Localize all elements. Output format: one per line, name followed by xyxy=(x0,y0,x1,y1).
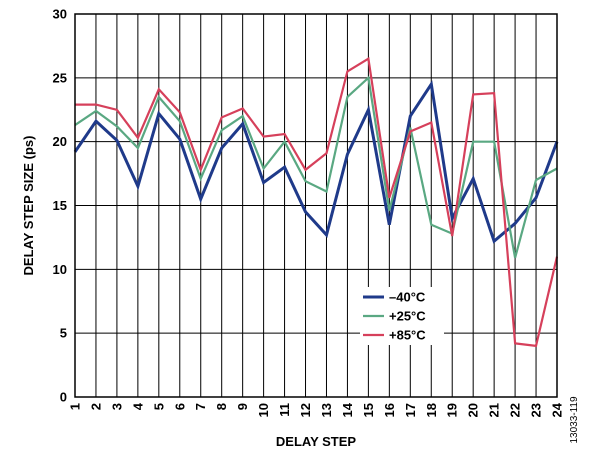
x-tick-label: 16 xyxy=(382,403,397,417)
x-tick-label: 23 xyxy=(529,403,544,417)
figure-id-label: 13033-119 xyxy=(569,396,580,444)
x-tick-label: 14 xyxy=(340,402,355,417)
y-tick-labels: 0 5 10 15 20 25 30 xyxy=(53,7,67,405)
x-tick-label: 1 xyxy=(68,403,83,410)
legend-label: +25°C xyxy=(389,309,426,324)
gridlines xyxy=(74,13,558,398)
x-tick-label: 24 xyxy=(550,402,565,417)
y-tick-label: 20 xyxy=(53,134,67,149)
x-tick-label: 5 xyxy=(151,403,166,410)
x-tick-label: 6 xyxy=(172,403,187,410)
x-tick-label: 10 xyxy=(256,403,271,417)
x-tick-label: 4 xyxy=(130,402,145,410)
y-tick-label: 15 xyxy=(53,198,67,213)
series-line xyxy=(75,56,559,348)
x-tick-label: 12 xyxy=(298,403,313,417)
x-tick-label: 15 xyxy=(361,403,376,417)
x-tick-label: 18 xyxy=(424,403,439,417)
x-tick-label: 11 xyxy=(277,403,292,417)
y-tick-label: 30 xyxy=(53,7,67,22)
x-axis-title: DELAY STEP xyxy=(276,434,357,449)
x-tick-label: 2 xyxy=(88,403,103,410)
y-axis-title: DELAY STEP SIZE (ps) xyxy=(21,136,36,276)
x-tick-label: 17 xyxy=(403,403,418,417)
x-tick-labels: 1 2 3 4 5 6 7 8 9 10 11 12 13 14 15 16 17 18 19 20 21 22 23 24 xyxy=(68,402,565,417)
plot-frame xyxy=(74,13,558,398)
x-tick-label: 9 xyxy=(235,403,250,410)
series-line xyxy=(74,75,558,259)
x-tick-label: 21 xyxy=(487,403,502,417)
x-tick-label: 13 xyxy=(319,403,334,417)
legend-label: +85°C xyxy=(389,328,426,343)
y-tick-label: 5 xyxy=(60,326,67,341)
y-tick-label: 10 xyxy=(53,262,67,277)
x-tick-label: 3 xyxy=(109,403,124,410)
series-lines xyxy=(73,56,559,348)
x-tick-label: 19 xyxy=(445,403,460,417)
legend: –40°C +25°C +85°C xyxy=(360,287,444,345)
x-tick-label: 8 xyxy=(214,403,229,410)
y-tick-label: 25 xyxy=(53,70,67,85)
x-tick-label: 22 xyxy=(508,403,523,417)
series-line xyxy=(73,80,559,244)
y-tick-label: 0 xyxy=(60,390,67,405)
x-tick-label: 20 xyxy=(466,403,481,417)
legend-label: –40°C xyxy=(389,290,426,305)
x-tick-label: 7 xyxy=(193,403,208,410)
